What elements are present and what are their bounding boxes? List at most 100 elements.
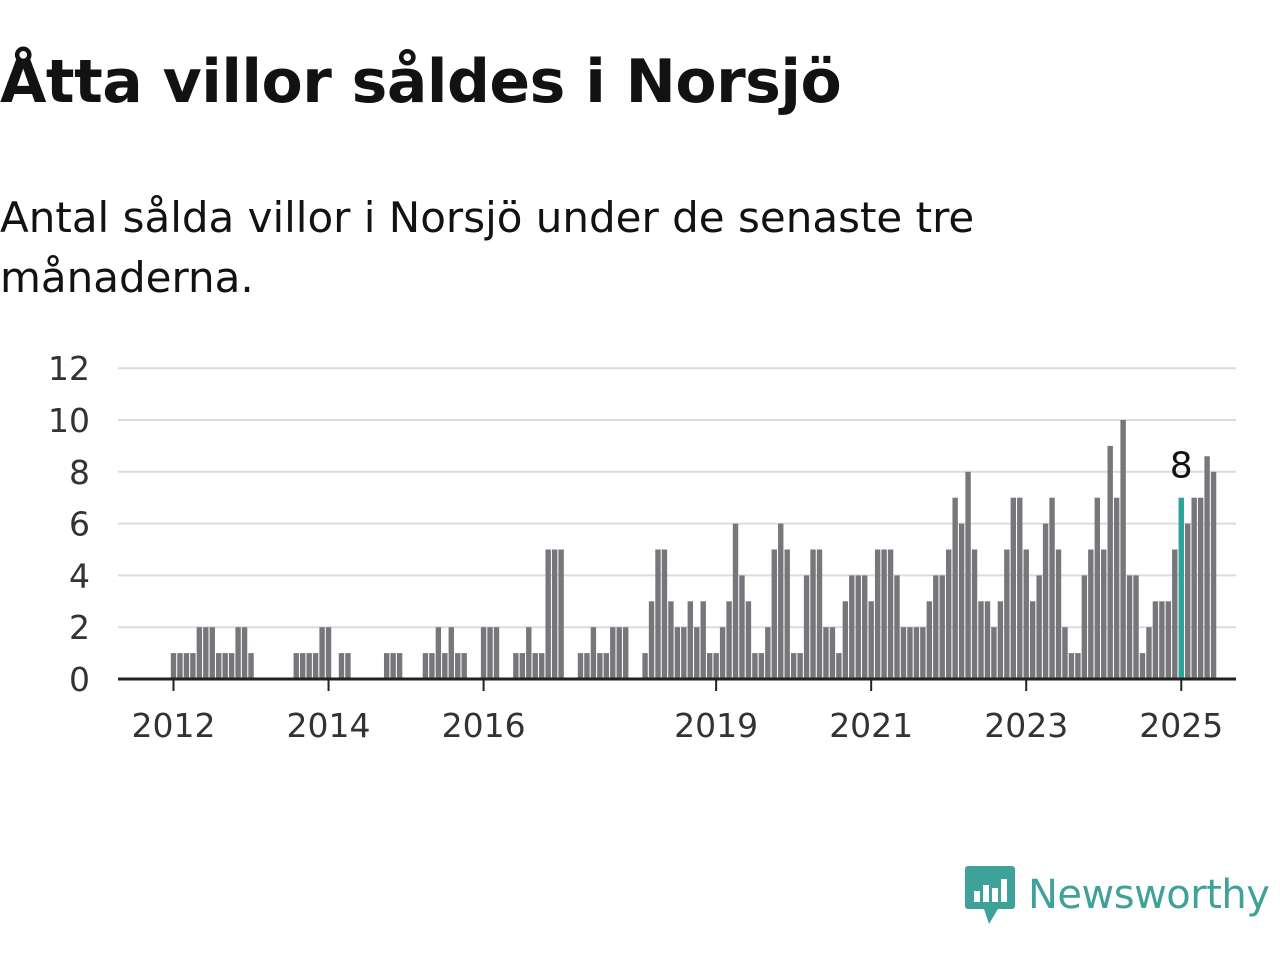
bar bbox=[513, 653, 519, 679]
bar bbox=[732, 523, 739, 679]
bar bbox=[241, 627, 248, 679]
bar bbox=[894, 575, 900, 679]
y-tick-label: 2 bbox=[69, 608, 90, 647]
bar bbox=[842, 601, 849, 679]
bar bbox=[1023, 549, 1029, 679]
bar bbox=[713, 653, 719, 679]
bar bbox=[933, 575, 939, 679]
bar bbox=[584, 653, 590, 679]
bar bbox=[1042, 523, 1049, 679]
x-tick-label: 2016 bbox=[442, 706, 526, 745]
bar bbox=[590, 627, 597, 679]
newsworthy-brand: Newsworthy bbox=[964, 862, 1270, 928]
bar bbox=[228, 653, 235, 679]
bar bbox=[784, 549, 790, 679]
bar bbox=[610, 627, 616, 679]
bar bbox=[1101, 549, 1107, 679]
bar bbox=[1113, 497, 1120, 679]
bar bbox=[655, 549, 661, 679]
x-tick-label: 2025 bbox=[1139, 706, 1223, 745]
bar bbox=[881, 549, 887, 679]
bar bbox=[235, 627, 241, 679]
bar bbox=[1204, 456, 1210, 679]
latest-value-label: 8 bbox=[1170, 446, 1193, 487]
bar bbox=[429, 653, 435, 679]
bar bbox=[642, 653, 648, 679]
bar bbox=[765, 627, 771, 679]
bar bbox=[900, 627, 907, 679]
bar bbox=[687, 601, 693, 679]
y-tick-label: 8 bbox=[69, 453, 90, 492]
bar bbox=[797, 653, 803, 679]
bar bbox=[526, 627, 532, 679]
bar bbox=[887, 549, 894, 679]
bar bbox=[849, 575, 855, 679]
bar bbox=[383, 653, 390, 679]
bar bbox=[1088, 549, 1094, 679]
bar bbox=[706, 653, 713, 679]
bar bbox=[752, 653, 758, 679]
bar bbox=[216, 653, 222, 679]
bar bbox=[648, 601, 655, 679]
bar bbox=[300, 653, 306, 679]
bar bbox=[674, 627, 681, 679]
x-tick-label: 2023 bbox=[984, 706, 1068, 745]
bar bbox=[855, 575, 861, 679]
bar bbox=[952, 497, 958, 679]
bar bbox=[319, 627, 325, 679]
newsworthy-logo-icon bbox=[965, 866, 1015, 924]
x-tick-label: 2012 bbox=[132, 706, 216, 745]
bar bbox=[694, 627, 700, 679]
chart-title: Åtta villor såldes i Norsjö bbox=[0, 47, 842, 117]
bar bbox=[771, 549, 777, 679]
y-tick-label: 12 bbox=[48, 349, 90, 388]
bar bbox=[1159, 601, 1165, 679]
bar bbox=[455, 653, 461, 679]
bar bbox=[726, 601, 732, 679]
bar bbox=[939, 575, 945, 679]
x-tick-label: 2014 bbox=[287, 706, 371, 745]
bar bbox=[183, 653, 190, 679]
bar bbox=[177, 653, 183, 679]
bar bbox=[1049, 497, 1055, 679]
y-tick-label: 10 bbox=[48, 401, 90, 440]
bar bbox=[920, 627, 926, 679]
bar bbox=[422, 653, 429, 679]
bar bbox=[312, 653, 319, 679]
bar bbox=[1075, 653, 1081, 679]
bar bbox=[984, 601, 991, 679]
bar bbox=[758, 653, 765, 679]
bar bbox=[519, 653, 526, 679]
bar bbox=[1126, 575, 1133, 679]
bar bbox=[597, 653, 603, 679]
bar bbox=[991, 627, 997, 679]
y-tick-label: 0 bbox=[69, 660, 90, 699]
bar bbox=[222, 653, 228, 679]
chart-subtitle: Antal sålda villor i Norsjö under de sen… bbox=[0, 193, 975, 302]
bar bbox=[778, 523, 784, 679]
bar bbox=[1197, 497, 1204, 679]
bar bbox=[442, 653, 448, 679]
bar bbox=[539, 653, 545, 679]
bar bbox=[681, 627, 687, 679]
bar bbox=[1191, 497, 1197, 679]
bar bbox=[862, 575, 868, 679]
bar bbox=[345, 653, 351, 679]
bar bbox=[745, 601, 752, 679]
bar bbox=[946, 549, 952, 679]
bar bbox=[532, 653, 538, 679]
bar bbox=[1029, 601, 1036, 679]
bar bbox=[293, 653, 299, 679]
bar bbox=[816, 549, 823, 679]
bar bbox=[203, 627, 209, 679]
bar bbox=[616, 627, 622, 679]
bar bbox=[1068, 653, 1075, 679]
highlight-bar bbox=[1178, 497, 1184, 679]
bar bbox=[803, 575, 810, 679]
bar bbox=[190, 653, 196, 679]
bar bbox=[1120, 420, 1126, 679]
bar bbox=[1107, 445, 1113, 679]
bar bbox=[997, 601, 1004, 679]
bar bbox=[480, 627, 487, 679]
bar bbox=[836, 653, 842, 679]
